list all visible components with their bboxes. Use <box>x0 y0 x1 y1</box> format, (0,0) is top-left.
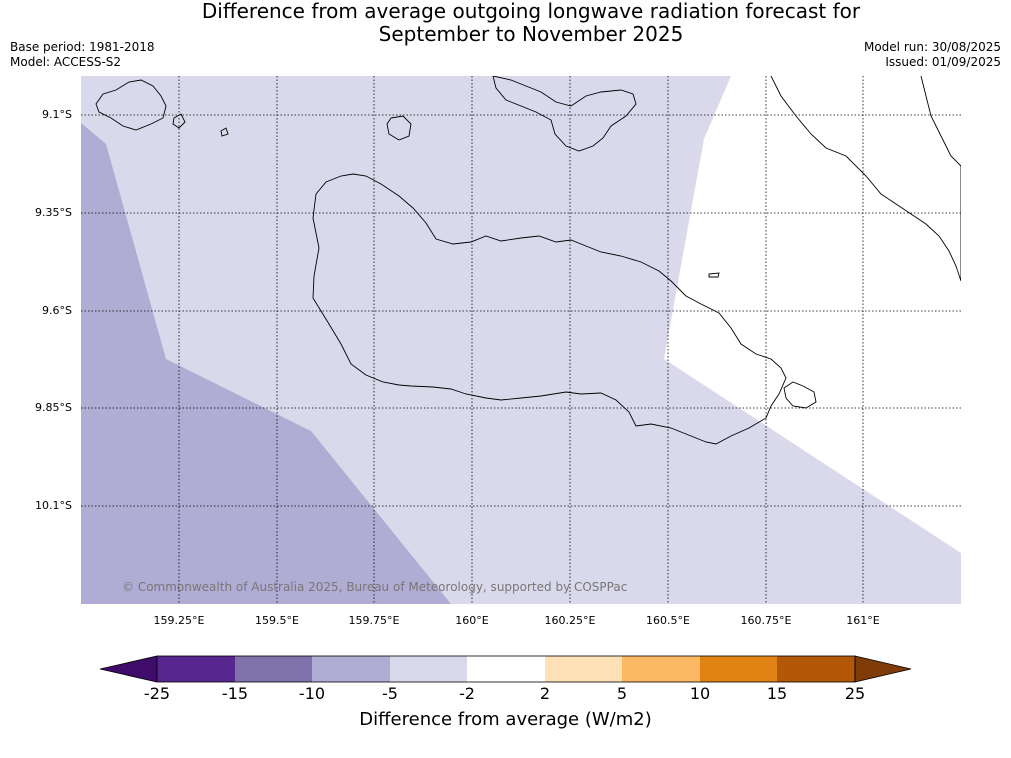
colorbar-swatch-9 <box>777 656 855 682</box>
lon-label-8: 161°E <box>846 614 880 627</box>
colorbar-extend-low <box>100 655 158 683</box>
map-svg <box>81 76 961 604</box>
colorbar-tick-7: 5 <box>616 684 628 703</box>
colorbar-swatch-3 <box>312 656 390 682</box>
colorbar-tick-8: 10 <box>689 684 711 703</box>
lat-label-4: 9.85°S <box>35 401 72 414</box>
fill-medium-purple <box>81 123 451 604</box>
colorbar-tick-2: -15 <box>221 684 249 703</box>
gridlines <box>81 76 961 604</box>
marau-islets-coast <box>783 381 817 409</box>
colorbar <box>100 655 912 683</box>
lon-label-7: 160.75°E <box>740 614 792 627</box>
title-line-2: September to November 2025 <box>378 22 684 46</box>
islet-coast-3 <box>708 272 720 278</box>
islet-coast-2 <box>220 127 229 137</box>
colorbar-tick-4: -5 <box>382 684 398 703</box>
savo-coast <box>386 115 412 141</box>
guadalcanal-coast <box>312 173 787 445</box>
lon-label-1: 159.25°E <box>153 614 205 627</box>
colorbar-tick-9: 15 <box>766 684 788 703</box>
model-run: Model run: 30/08/2025 <box>863 40 1001 54</box>
meta-left: Base period: 1981-2018 Model: ACCESS-S2 <box>10 40 155 70</box>
colorbar-tick-10: 25 <box>844 684 866 703</box>
colorbar-tick-5: -2 <box>459 684 475 703</box>
russell-islands-coast <box>95 79 167 131</box>
map-title: Difference from average outgoing longwav… <box>0 0 1011 46</box>
map-panel <box>81 76 961 604</box>
lon-label-3: 159.75°E <box>348 614 400 627</box>
colorbar-swatch-5 <box>467 656 545 682</box>
model-name: Model: ACCESS-S2 <box>10 55 122 69</box>
colorbar-tick-3: -10 <box>298 684 326 703</box>
colorbar-swatch-1 <box>157 656 235 682</box>
lon-label-6: 160.5°E <box>646 614 690 627</box>
colorbar-extend-high <box>854 655 912 683</box>
lon-label-2: 159.5°E <box>255 614 299 627</box>
base-period: Base period: 1981-2018 <box>10 40 155 54</box>
copyright-notice: © Commonwealth of Australia 2025, Bureau… <box>122 580 628 594</box>
lat-label-5: 10.1°S <box>35 499 72 512</box>
meta-right: Model run: 30/08/2025 Issued: 01/09/2025 <box>864 40 1001 70</box>
colorbar-swatch-2 <box>235 656 312 682</box>
colorbar-outline <box>156 655 856 683</box>
florida-islands-coast <box>492 76 637 152</box>
coastlines <box>95 76 961 445</box>
colorbar-tick-1: -25 <box>143 684 171 703</box>
colorbar-swatch-7 <box>622 656 700 682</box>
lat-label-3: 9.6°S <box>42 304 72 317</box>
malaita-coast <box>770 76 961 282</box>
islet-coast-1 <box>172 113 186 129</box>
lat-label-2: 9.35°S <box>35 206 72 219</box>
colorbar-tick-6: 2 <box>539 684 551 703</box>
lon-label-4: 160°E <box>455 614 489 627</box>
lon-label-5: 160.25°E <box>544 614 596 627</box>
colorbar-swatch-6 <box>545 656 622 682</box>
colorbar-swatch-4 <box>390 656 467 682</box>
colorbar-swatch-8 <box>700 656 777 682</box>
fill-white <box>664 76 961 553</box>
colorbar-label: Difference from average (W/m2) <box>359 709 652 730</box>
issued-date: Issued: 01/09/2025 <box>885 55 1001 69</box>
lat-label-1: 9.1°S <box>42 108 72 121</box>
title-line-1: Difference from average outgoing longwav… <box>201 0 861 23</box>
